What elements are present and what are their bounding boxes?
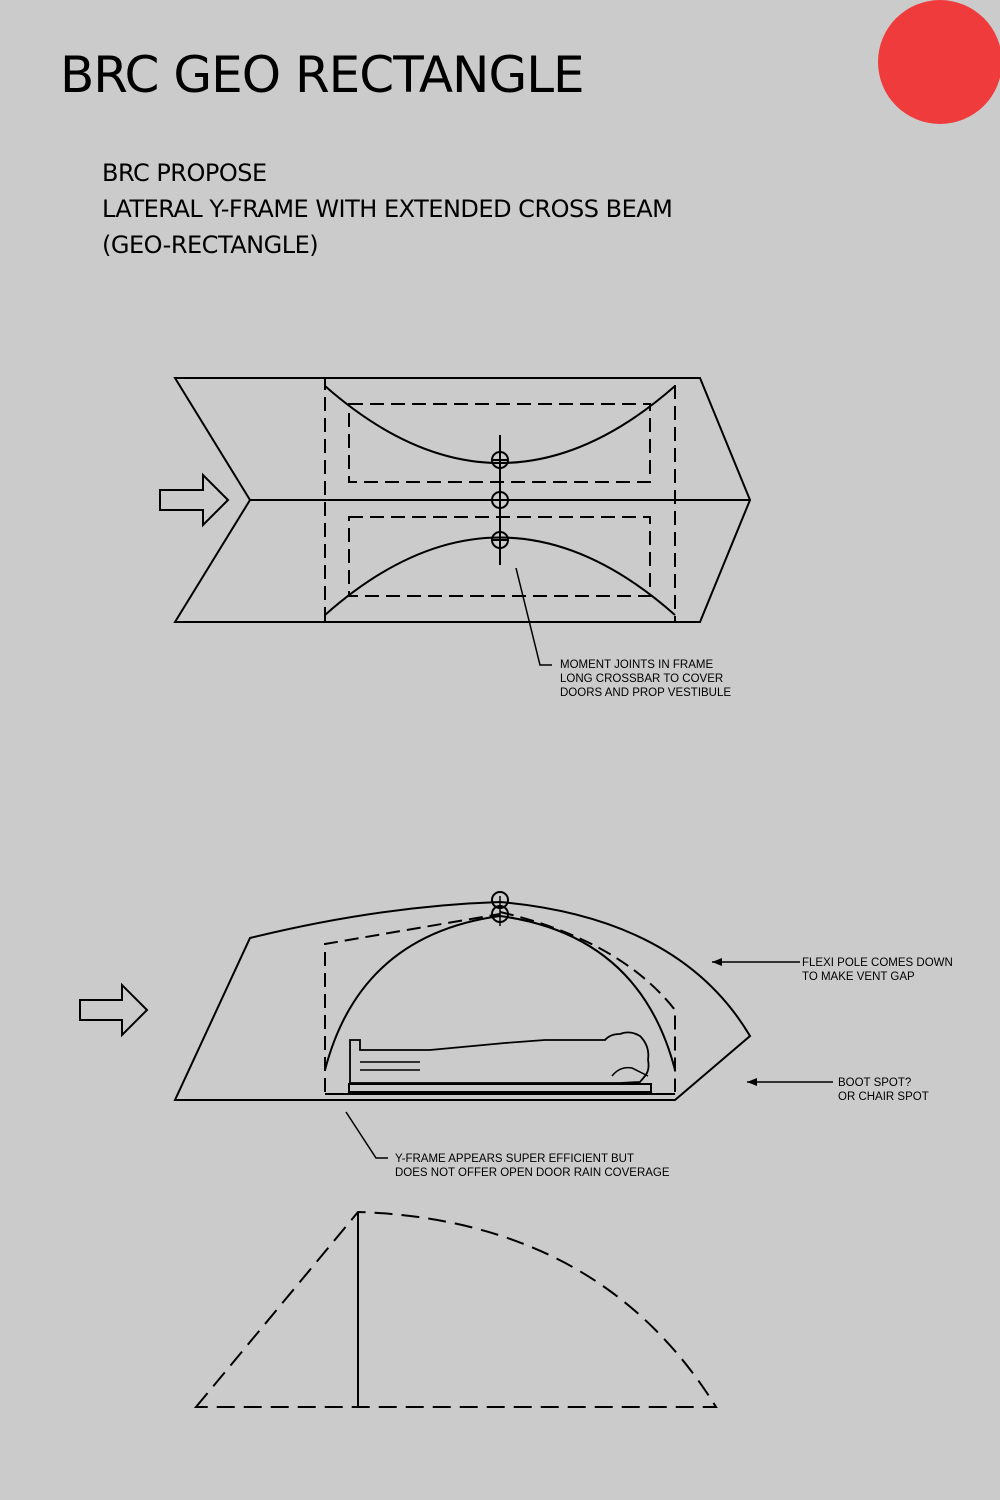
plan-entry-arrow [159,472,230,528]
note-moment-joints-line-3: DOORS AND PROP VESTIBULE [560,687,731,699]
side-joint-top [491,891,509,909]
note-boot-spot-line-1: BOOT SPOT? [838,1077,911,1089]
side-y-frame-arch [324,914,676,1071]
note-y-frame-line-2: DOES NOT OFFER OPEN DOOR RAIN COVERAGE [395,1167,670,1179]
side-entry-arrow [79,982,149,1038]
note-y-frame-line-1: Y-FRAME APPEARS SUPER EFFICIENT BUT [395,1153,634,1165]
note-y-frame: Y-FRAME APPEARS SUPER EFFICIENT BUT DOES… [395,1153,670,1179]
page-title: BRC GEO RECTANGLE [60,46,585,104]
note-boot-spot-line-2: OR CHAIR SPOT [838,1091,929,1103]
side-vent-pole-dashed [499,911,676,1092]
annotation-arrows [712,958,833,1086]
plan-inner-tent-outline [324,377,676,623]
note-flexi-pole: FLEXI POLE COMES DOWN TO MAKE VENT GAP [802,957,956,983]
plan-joint-middle [491,491,509,509]
person-silhouette [349,1031,650,1084]
subtitle-line-1: BRC PROPOSE [102,159,267,187]
red-circle-marker [878,0,1000,124]
side-view [79,891,752,1159]
note-boot-spot: BOOT SPOT? OR CHAIR SPOT [838,1077,929,1103]
section-dashed-outline [193,1210,718,1408]
side-leader-line [345,1111,388,1159]
plan-leader-line [515,567,552,666]
side-inner-tent-outline [324,913,501,1092]
side-fly-outline [173,900,752,1101]
section-profile [193,1210,718,1408]
plan-view [159,377,752,666]
note-flexi-pole-line-1: FLEXI POLE COMES DOWN [802,957,953,969]
subtitle-line-2: LATERAL Y-FRAME WITH EXTENDED CROSS BEAM [102,195,673,223]
note-moment-joints: MOMENT JOINTS IN FRAME LONG CROSSBAR TO … [560,659,731,699]
subtitle-block: BRC PROPOSE LATERAL Y-FRAME WITH EXTENDE… [102,155,673,263]
subtitle-line-3: (GEO-RECTANGLE) [102,231,319,259]
side-sleeping-mat [348,1083,652,1093]
note-moment-joints-line-2: LONG CROSSBAR TO COVER [560,673,723,685]
note-moment-joints-line-1: MOMENT JOINTS IN FRAME [560,659,713,671]
side-joint-lower [491,905,509,923]
annotation-notes: MOMENT JOINTS IN FRAME LONG CROSSBAR TO … [395,659,956,1179]
note-flexi-pole-line-2: TO MAKE VENT GAP [802,971,915,983]
